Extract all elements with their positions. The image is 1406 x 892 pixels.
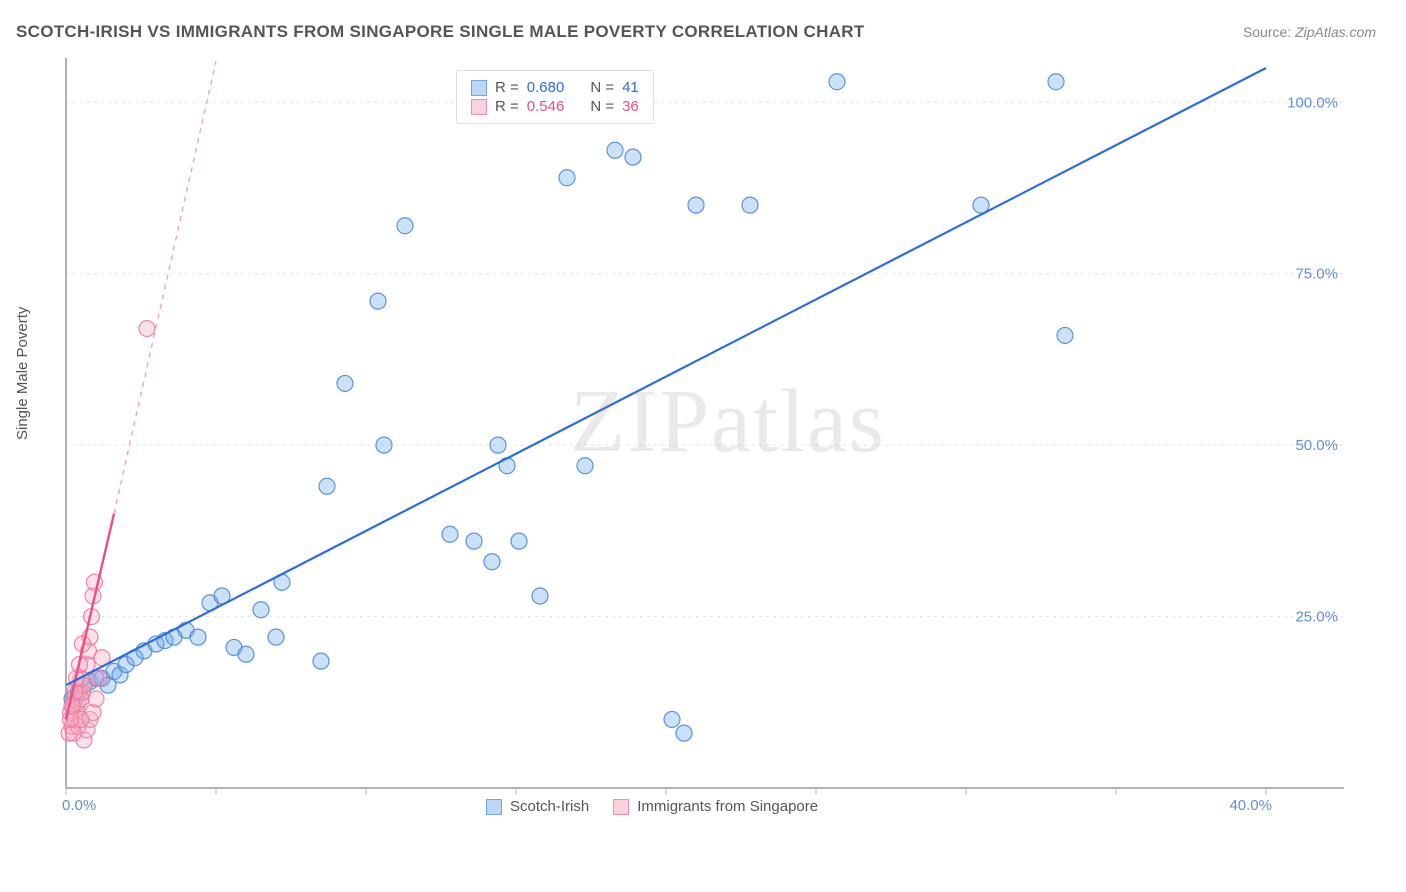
svg-text:100.0%: 100.0% [1287, 94, 1338, 111]
legend-r-value: 0.680 [527, 79, 565, 96]
svg-text:75.0%: 75.0% [1295, 266, 1338, 283]
legend-swatch [486, 799, 502, 815]
scatter-chart-svg: 25.0% 50.0% 75.0% 100.0% 0.0% 40.0% [56, 58, 1346, 818]
source-value: ZipAtlas.com [1295, 24, 1376, 40]
legend-item: Immigrants from Singapore [613, 798, 818, 815]
source-label: Source: [1243, 24, 1291, 40]
svg-text:40.0%: 40.0% [1229, 797, 1272, 814]
legend-item-label: Immigrants from Singapore [637, 798, 818, 815]
legend-swatch [471, 80, 487, 96]
legend-n-value: 36 [622, 98, 639, 115]
svg-text:25.0%: 25.0% [1295, 609, 1338, 626]
y-axis-label: Single Male Poverty [14, 307, 31, 440]
legend-r-label: R = [495, 98, 519, 115]
legend-stats-box: R = 0.680 N = 41 R = 0.546 N = 36 [456, 70, 654, 124]
legend-stat-row: R = 0.680 N = 41 [471, 79, 639, 96]
chart-title: SCOTCH-IRISH VS IMMIGRANTS FROM SINGAPOR… [16, 22, 865, 42]
legend-item-label: Scotch-Irish [510, 798, 589, 815]
plot-area: 25.0%50.0%75.0%100.0%0.0%40.0% ZIPatlas … [56, 58, 1346, 818]
legend-r-value: 0.546 [527, 98, 565, 115]
legend-r-label: R = [495, 79, 519, 96]
chart-container: SCOTCH-IRISH VS IMMIGRANTS FROM SINGAPOR… [0, 0, 1406, 892]
source-attribution: Source: ZipAtlas.com [1243, 24, 1376, 40]
legend-stat-row: R = 0.546 N = 36 [471, 98, 639, 115]
legend-n-label: N = [590, 79, 614, 96]
legend-swatch [613, 799, 629, 815]
legend-series: Scotch-Irish Immigrants from Singapore [486, 798, 818, 815]
legend-item: Scotch-Irish [486, 798, 589, 815]
legend-n-label: N = [590, 98, 614, 115]
legend-swatch [471, 99, 487, 115]
svg-text:0.0%: 0.0% [62, 797, 96, 814]
legend-n-value: 41 [622, 79, 639, 96]
svg-text:50.0%: 50.0% [1295, 437, 1338, 454]
